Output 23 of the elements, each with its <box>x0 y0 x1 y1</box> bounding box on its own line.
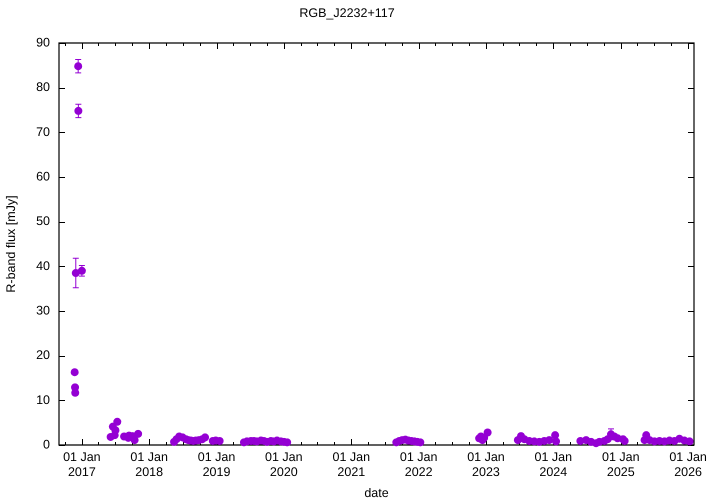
y-tick-label: 30 <box>36 303 50 318</box>
y-tick-label: 70 <box>36 124 50 139</box>
x-tick-label: 01 Jan 2022 <box>400 450 438 479</box>
x-tick-label: 01 Jan 2018 <box>130 450 168 479</box>
x-tick-label: 01 Jan 2025 <box>602 450 640 479</box>
y-tick-label: 80 <box>36 80 50 94</box>
y-tick-label: 50 <box>36 214 50 228</box>
x-tick-label: 01 Jan 2023 <box>467 450 505 479</box>
y-tick-label: 90 <box>36 35 50 50</box>
y-tick-label: 0 <box>43 437 50 452</box>
x-tick-label: 01 Jan 2024 <box>534 450 572 479</box>
x-tick-label: 01 Jan 2026 <box>669 450 707 479</box>
y-tick-label: 60 <box>36 169 50 184</box>
x-tick-label: 01 Jan 2017 <box>63 450 101 479</box>
x-tick-label: 01 Jan 2019 <box>198 450 236 479</box>
chart-title: RGB_J2232+117 <box>299 6 395 20</box>
x-tick-label: 01 Jan 2021 <box>332 450 370 479</box>
x-axis-title: date <box>364 486 389 500</box>
x-tick-label: 01 Jan 2020 <box>265 450 303 479</box>
y-tick-label: 40 <box>36 258 50 273</box>
y-tick-label: 20 <box>36 348 50 362</box>
y-tick-label: 10 <box>36 392 50 407</box>
y-axis-title: R-band flux [mJy] <box>4 195 18 293</box>
